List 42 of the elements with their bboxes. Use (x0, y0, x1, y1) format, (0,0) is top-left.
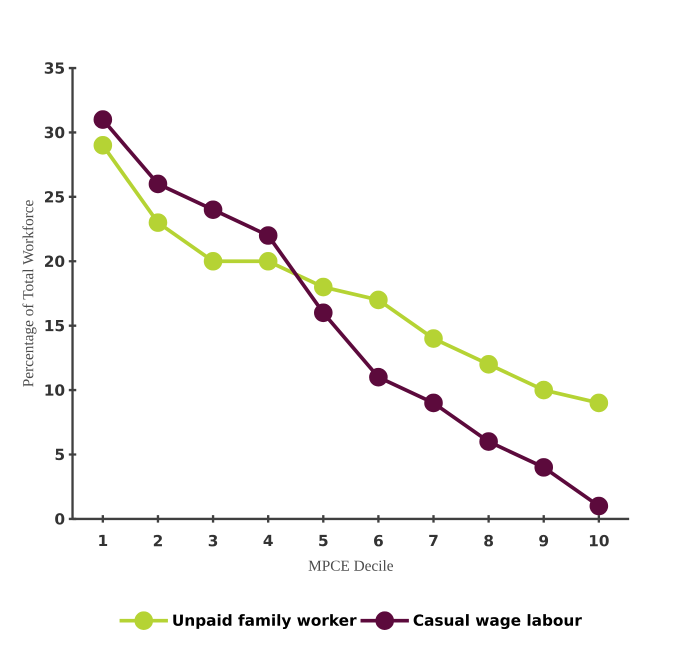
x-tick-label: 10 (590, 534, 609, 546)
y-tick-label: 25 (44, 191, 64, 203)
x-tick-label: 3 (208, 534, 218, 546)
point (94, 110, 112, 129)
y-tick-label: 5 (56, 448, 64, 460)
point (590, 394, 608, 412)
point (94, 136, 112, 155)
x-tick-label: 1 (99, 534, 108, 546)
point (369, 368, 388, 386)
point (479, 355, 498, 374)
legend-label: Casual wage labour (414, 614, 582, 630)
x-tick-label: 8 (484, 534, 493, 546)
point (479, 432, 498, 451)
point (204, 200, 222, 220)
point (314, 278, 333, 296)
x-tick-label: 5 (319, 534, 328, 546)
y-tick-label: 20 (44, 255, 64, 268)
point (258, 226, 278, 245)
x-axis-title: MPCE Decile (308, 560, 394, 571)
x-tick-label: 9 (539, 534, 548, 546)
point (534, 380, 554, 400)
point (590, 496, 608, 516)
y-tick-label: 0 (55, 513, 64, 525)
point (534, 458, 554, 477)
y-tick-label: 10 (46, 384, 64, 396)
point (258, 252, 278, 271)
point (148, 213, 168, 232)
legend-label: Unpaid family worker (173, 614, 357, 630)
y-axis-title: Percentage of Total Workforce (22, 200, 36, 387)
x-tick-label: 4 (264, 534, 273, 546)
point (204, 252, 222, 271)
x-tick-label: 7 (429, 534, 438, 546)
x-tick-label: 6 (374, 534, 383, 546)
point (424, 394, 443, 412)
y-tick-label: 35 (44, 62, 64, 74)
y-tick-label: 30 (44, 126, 64, 138)
point (369, 290, 388, 310)
point (314, 303, 333, 322)
point (148, 174, 168, 194)
y-tick-label: 15 (46, 320, 64, 332)
point (424, 329, 443, 348)
x-tick-label: 2 (154, 534, 162, 546)
